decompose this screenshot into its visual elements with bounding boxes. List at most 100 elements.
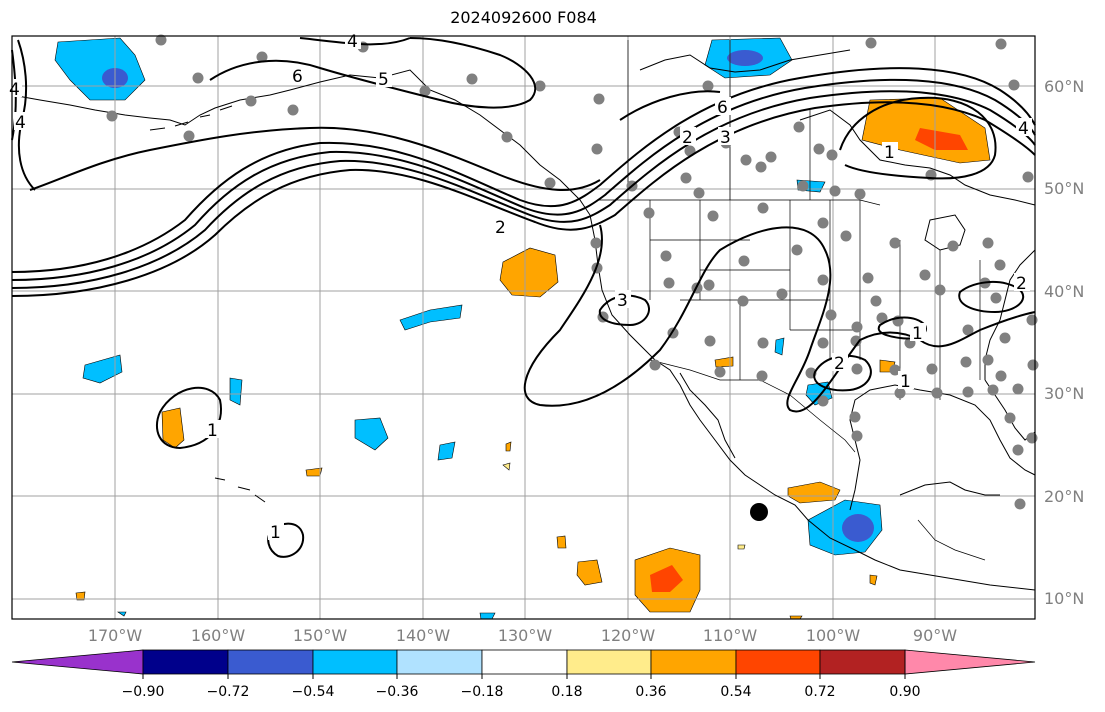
neg-shade-pacific-5 [437,441,456,461]
pos-shade-trop-6 [75,591,86,601]
neg-core-mexico-south [842,514,874,542]
colorbar-tick-label: 0.72 [804,684,836,700]
colorbar [11,649,1036,675]
neg-shade-south-small [479,612,496,620]
colorbar-tick-label: 0.18 [551,684,583,700]
alaska-coast [11,69,591,216]
neg-shade-pacific-3 [229,377,243,406]
lon-label: 90°W [912,626,958,645]
contour-lines [11,37,1036,558]
lon-label: 150°W [292,626,348,645]
central-america-borders [917,519,986,561]
lon-label: 170°W [87,626,143,645]
neg-shade-south-tiny [117,611,127,617]
colorbar-segment [566,649,652,675]
us-mexico-border [649,359,856,453]
contour-label: 4 [15,113,26,133]
contour-label: 4 [347,32,358,52]
contour-jet-2 [11,78,1036,281]
contour-jet-4 [11,101,1036,297]
contour-label: 2 [682,128,693,148]
colorbar-tick-label: −0.36 [375,684,419,700]
contour-label: 3 [617,291,628,311]
pos-shade-trop-2 [576,559,603,586]
colorbar-tick-label: 0.36 [635,684,667,700]
aleutians [149,105,233,131]
contour-label: 4 [1018,119,1029,139]
hawaii [214,477,266,503]
contour-label: 6 [717,98,728,118]
contour-label: 1 [900,372,911,392]
contour-label: 1 [884,143,895,163]
contour-label: 6 [292,67,303,87]
contour-label: 3 [720,128,731,148]
canada-arctic [639,49,851,73]
colorbar-segment [819,649,906,675]
lon-label: 100°W [805,626,861,645]
colorbar-segment [735,649,821,675]
colorbar-tick-label: −0.18 [460,684,504,700]
contour-label: 1 [912,324,923,344]
pos-shade-small-2 [502,462,511,471]
contour-low-4 [958,280,1025,314]
colorbar-segment [312,649,398,675]
colorbar-segment [650,649,737,675]
contour-label: 1 [207,421,218,441]
baja-coast [679,372,736,459]
contour-gulf-alaska [619,90,721,121]
neg-shade-arizona [774,337,785,356]
colorbar-tick-label: −0.54 [291,684,335,700]
map-title: 2024092600 F084 [450,8,597,27]
contour-label: 2 [495,218,506,238]
contour-label: 5 [378,70,389,90]
pos-shade-trop-4 [737,544,746,550]
colorbar-tick-label: −0.72 [206,684,250,700]
colorbar-segment [227,649,314,675]
contour-label: 4 [9,80,20,100]
pos-core-trop-1 [650,565,683,592]
colorbar-extend-low [11,649,144,675]
pos-core-hudson-bay [915,128,968,150]
neg-shade-pacific-4 [354,417,389,451]
colorbar-segment [142,649,229,675]
lat-label: 10°N [1044,589,1085,608]
pos-shade-trop-5 [869,574,878,586]
contour-low-6 [267,522,305,558]
lon-label: 110°W [702,626,758,645]
colorbar-tick-label: 0.90 [889,684,921,700]
pos-shade-trop-3 [556,535,567,549]
lat-label: 60°N [1044,77,1085,96]
colorbar-extend-high [904,649,1036,675]
neg-core-canada-north [727,50,763,66]
yucatan [899,481,1000,496]
lat-label: 20°N [1044,487,1085,506]
pos-shade-baja [714,356,734,368]
colorbar-ticks [142,674,906,679]
west-coast [589,214,1036,591]
neg-shade-pacific-2 [82,354,123,384]
lon-label: 160°W [190,626,246,645]
lat-label: 50°N [1044,179,1085,198]
pos-shade-pacific-ne [499,247,559,298]
shaded-fields [54,37,991,620]
contour-alaska-1 [209,37,537,109]
contour-labels: 6 5 4 4 4 3 2 2 3 1 2 1 1 1 1 2 6 4 [8,32,1032,543]
colorbar-segment [481,649,568,675]
map-frame [11,35,1036,620]
neg-shade-pacific-1 [399,304,463,331]
lon-label: 130°W [497,626,553,645]
contour-label: 2 [1016,274,1027,294]
contour-hudson [839,96,997,180]
great-lakes [924,214,966,251]
lat-label: 30°N [1044,384,1085,403]
contour-label: 2 [834,354,845,374]
contour-jet-5 [29,126,601,192]
lat-label: 40°N [1044,282,1085,301]
contour-jet-3 [11,90,1036,289]
pos-shade-pacific-w [161,407,185,449]
coastlines [11,49,1036,591]
pos-shade-small-3 [505,441,512,452]
colorbar-tick-label: −0.90 [121,684,165,700]
contour-jet-1 [11,67,1036,273]
